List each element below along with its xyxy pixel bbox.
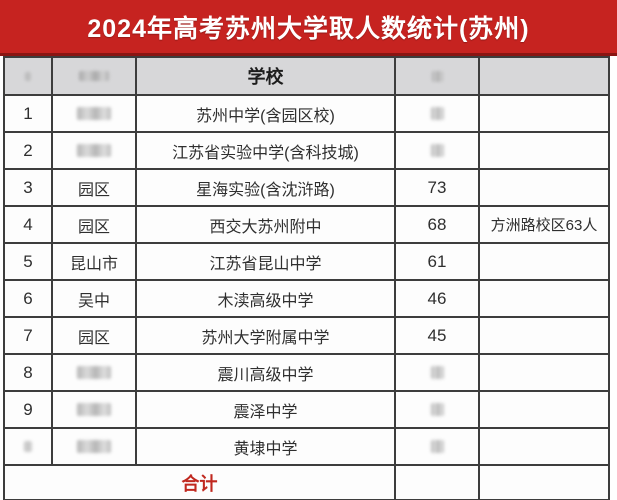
cell-school: 江苏省昆山中学	[137, 244, 396, 281]
cell-index: 7	[5, 318, 53, 355]
cell-index: 1	[5, 96, 53, 133]
blurred-value	[431, 70, 443, 82]
cell-count: 73	[396, 170, 480, 207]
cell-index: 5	[5, 244, 53, 281]
header-cell-region	[53, 58, 137, 96]
cell-index: 2	[5, 133, 53, 170]
cell-count	[396, 96, 480, 133]
cell-region	[53, 96, 137, 133]
header-cell-count	[396, 58, 480, 96]
cell-note	[480, 244, 608, 281]
cell-note	[480, 429, 608, 466]
blurred-value	[430, 144, 444, 157]
cell-note	[480, 133, 608, 170]
header-cell-school: 学校	[137, 58, 396, 96]
cell-school: 西交大苏州附中	[137, 207, 396, 244]
cell-school: 木渎高级中学	[137, 281, 396, 318]
blurred-value	[24, 441, 32, 452]
total-note-cell	[480, 466, 608, 499]
stats-table: 学校 1 苏州中学(含园区校) 2 江苏省实验中学(含科技城) 3 园区 星海实验(含沈浒路)…	[3, 56, 610, 500]
cell-region: 吴中	[53, 281, 137, 318]
cell-school: 黄埭中学	[137, 429, 396, 466]
cell-note: 方洲路校区63人	[480, 207, 608, 244]
blurred-value	[77, 144, 111, 157]
cell-note	[480, 170, 608, 207]
total-label-cell: 合计	[5, 466, 396, 499]
page-title: 2024年高考苏州大学取人数统计(苏州)	[87, 14, 530, 43]
cell-count: 46	[396, 281, 480, 318]
cell-index: 3	[5, 170, 53, 207]
total-count-cell	[396, 466, 480, 499]
blurred-value	[77, 107, 111, 120]
cell-count: 68	[396, 207, 480, 244]
cell-school: 震川高级中学	[137, 355, 396, 392]
blurred-value	[77, 403, 111, 416]
header-cell-note	[480, 58, 608, 96]
cell-count	[396, 133, 480, 170]
blurred-value	[430, 107, 444, 120]
title-banner: 2024年高考苏州大学取人数统计(苏州)	[0, 0, 617, 56]
cell-region: 园区	[53, 170, 137, 207]
cell-count	[396, 355, 480, 392]
cell-school: 震泽中学	[137, 392, 396, 429]
cell-index	[5, 429, 53, 466]
cell-region	[53, 429, 137, 466]
cell-index: 8	[5, 355, 53, 392]
blurred-value	[430, 403, 444, 416]
blurred-value	[77, 366, 111, 379]
cell-note	[480, 96, 608, 133]
cell-index: 6	[5, 281, 53, 318]
header-cell-index	[5, 58, 53, 96]
blurred-value	[79, 71, 109, 81]
blurred-value	[430, 366, 444, 379]
cell-school: 江苏省实验中学(含科技城)	[137, 133, 396, 170]
cell-note	[480, 392, 608, 429]
cell-school: 苏州中学(含园区校)	[137, 96, 396, 133]
cell-region	[53, 355, 137, 392]
blurred-value	[25, 71, 31, 81]
cell-index: 9	[5, 392, 53, 429]
cell-school: 苏州大学附属中学	[137, 318, 396, 355]
blurred-value	[77, 440, 111, 453]
cell-note	[480, 281, 608, 318]
cell-region: 园区	[53, 207, 137, 244]
cell-count: 45	[396, 318, 480, 355]
cell-count: 61	[396, 244, 480, 281]
cell-school: 星海实验(含沈浒路)	[137, 170, 396, 207]
cell-note	[480, 355, 608, 392]
cell-region: 园区	[53, 318, 137, 355]
cell-region: 昆山市	[53, 244, 137, 281]
cell-count	[396, 429, 480, 466]
cell-note	[480, 318, 608, 355]
cell-index: 4	[5, 207, 53, 244]
cell-region	[53, 392, 137, 429]
cell-region	[53, 133, 137, 170]
cell-count	[396, 392, 480, 429]
blurred-value	[430, 440, 444, 453]
